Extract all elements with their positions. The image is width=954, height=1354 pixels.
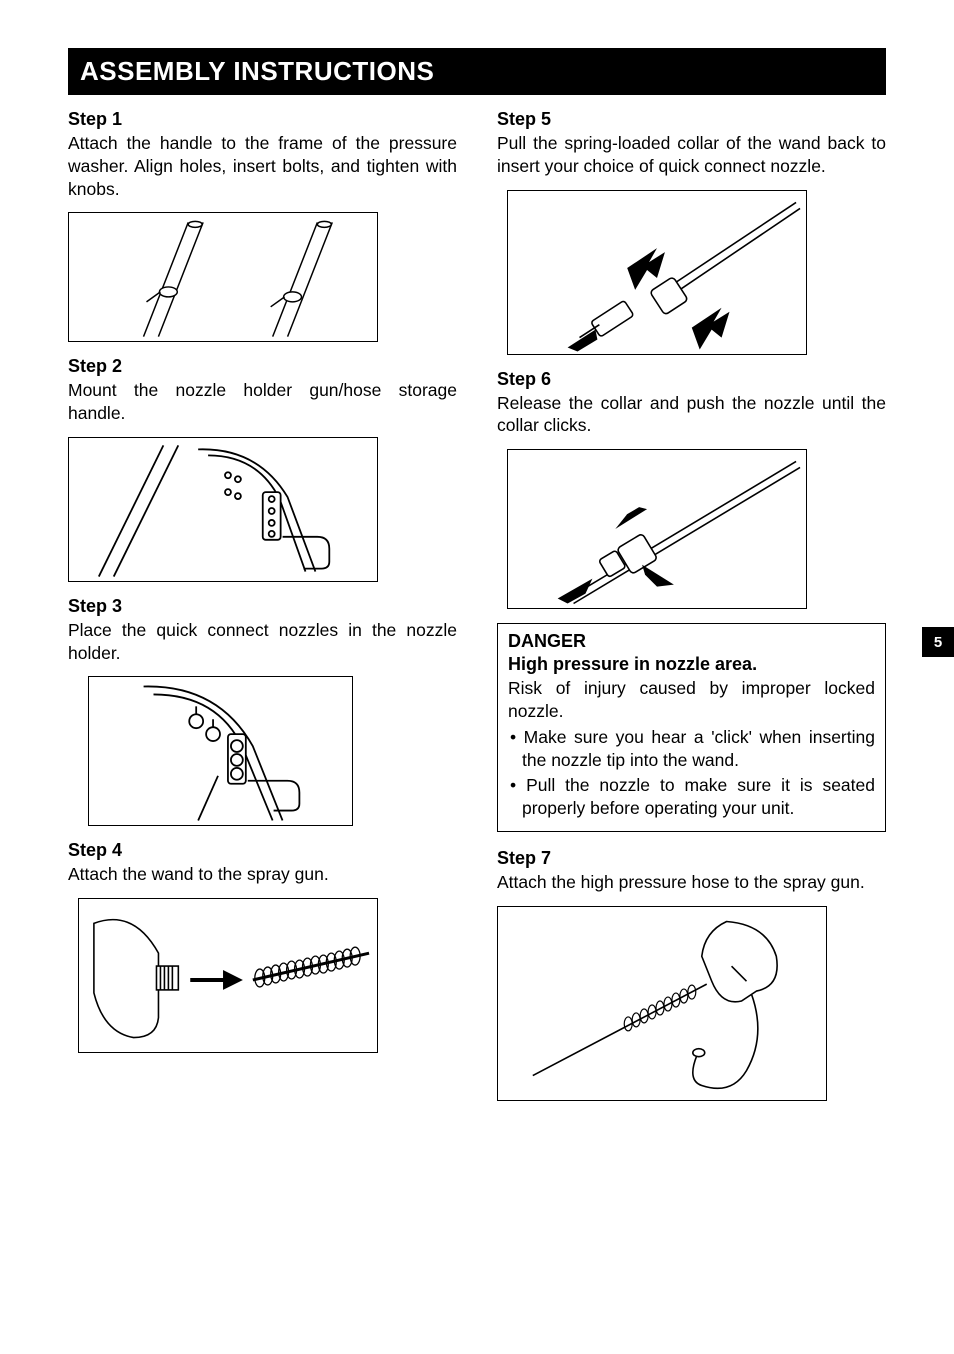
danger-title: DANGER [508,630,875,653]
step-5-title: Step 5 [497,109,886,130]
wand-attach-icon [79,898,377,1053]
section-header: ASSEMBLY INSTRUCTIONS [68,48,886,95]
step-6-title: Step 6 [497,369,886,390]
step-2: Step 2 Mount the nozzle holder gun/hose … [68,356,457,425]
step-3: Step 3 Place the quick connect nozzles i… [68,596,457,665]
danger-bullet-1: Make sure you hear a 'click' when insert… [508,726,875,772]
step-7-figure [497,906,827,1101]
step-7-title: Step 7 [497,848,886,869]
step-6-figure [507,449,807,609]
step-2-title: Step 2 [68,356,457,377]
step-1-body: Attach the handle to the frame of the pr… [68,132,457,200]
step-5-body: Pull the spring-loaded collar of the wan… [497,132,886,178]
step-4: Step 4 Attach the wand to the spray gun. [68,840,457,886]
danger-bullet-2: Pull the nozzle to make sure it is seate… [508,774,875,820]
step-3-body: Place the quick connect nozzles in the n… [68,619,457,665]
step-7-body: Attach the high pressure hose to the spr… [497,871,886,894]
danger-body: Risk of injury caused by improper locked… [508,677,875,723]
step-5: Step 5 Pull the spring-loaded collar of … [497,109,886,178]
danger-bullets: Make sure you hear a 'click' when insert… [508,726,875,819]
step-5-figure [507,190,807,355]
two-column-layout: Step 1 Attach the handle to the frame of… [68,109,886,1115]
step-6-body: Release the collar and push the nozzle u… [497,392,886,438]
danger-subtitle: High pressure in nozzle area. [508,653,875,676]
step-7: Step 7 Attach the high pressure hose to … [497,848,886,894]
step-1-title: Step 1 [68,109,457,130]
step-1: Step 1 Attach the handle to the frame of… [68,109,457,200]
step-4-body: Attach the wand to the spray gun. [68,863,457,886]
step-1-figure [68,212,378,342]
handle-attach-icon [69,212,377,342]
danger-box: DANGER High pressure in nozzle area. Ris… [497,623,886,832]
nozzle-holder-mount-icon [69,437,377,582]
step-6: Step 6 Release the collar and push the n… [497,369,886,438]
left-column: Step 1 Attach the handle to the frame of… [68,109,457,1115]
collar-release-icon [508,449,806,609]
step-4-title: Step 4 [68,840,457,861]
step-2-figure [68,437,378,582]
nozzle-place-icon [89,676,352,826]
step-4-figure [78,898,378,1053]
page-number-tab: 5 [922,627,954,657]
step-3-title: Step 3 [68,596,457,617]
collar-pull-icon [508,190,806,355]
hose-attach-icon [498,906,826,1101]
right-column: Step 5 Pull the spring-loaded collar of … [497,109,886,1115]
step-3-figure [88,676,353,826]
step-2-body: Mount the nozzle holder gun/hose storage… [68,379,457,425]
